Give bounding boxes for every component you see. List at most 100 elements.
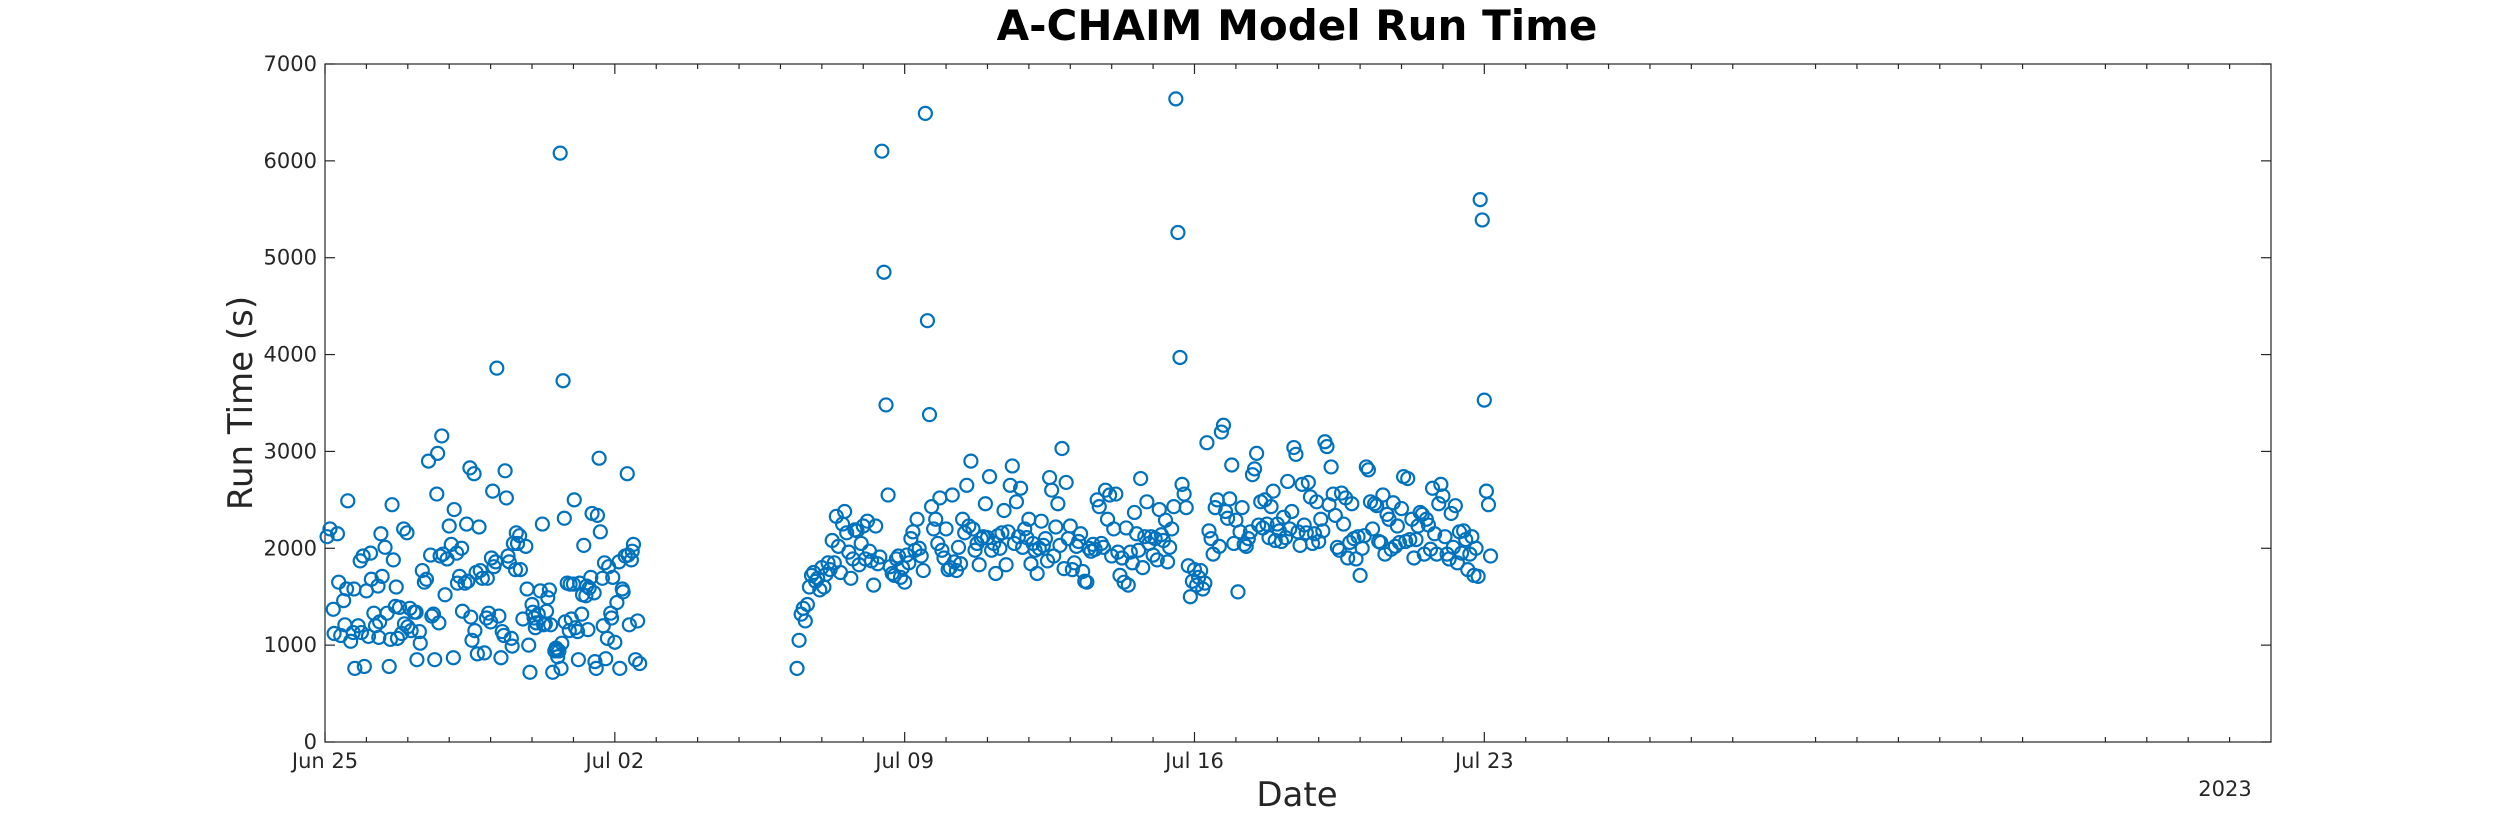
data-point [1429,546,1445,562]
data-point [374,568,390,584]
data-point [913,548,929,564]
data-point [1170,224,1186,241]
data-point [411,623,428,640]
data-point [512,561,529,578]
data-point [576,537,592,553]
data-point [965,521,981,537]
data-point [1199,435,1215,451]
data-point [1400,470,1416,487]
data-point [1468,540,1484,556]
y-tick-label: 7000 [264,52,317,76]
data-point [791,632,807,648]
data-point [489,360,505,376]
data-point [1340,550,1356,566]
data-point [1126,504,1143,521]
data-point [521,637,537,653]
data-point [586,585,602,601]
data-point [1178,500,1194,516]
data-points [319,91,1499,680]
data-point [1358,459,1374,475]
data-point [427,652,443,668]
data-point [578,588,594,604]
data-point [1354,540,1370,556]
data-point [1095,539,1112,555]
data-point [599,630,615,646]
data-point [463,609,479,625]
data-point [485,483,501,499]
data-point [580,622,596,638]
data-point [992,540,1008,556]
data-point [921,407,938,423]
data-point [1052,537,1068,553]
data-point [338,581,355,597]
data-point [886,567,902,584]
data-point [1168,91,1184,107]
data-point [988,565,1004,582]
data-point [569,623,586,640]
data-point [431,615,447,631]
data-point [619,466,635,482]
data-point [946,554,962,570]
data-point [1197,575,1213,591]
data-point [1435,488,1451,504]
data-point [432,548,448,564]
data-point [1335,516,1352,532]
data-point [1099,511,1116,527]
data-point [1230,584,1246,600]
data-point [963,453,979,469]
data-point [1004,458,1020,474]
data-point [1220,510,1236,526]
data-point [464,632,480,648]
data-point [1203,530,1219,547]
data-point [630,613,646,629]
data-point [859,513,875,529]
data-point [1174,476,1190,492]
data-point [469,646,485,662]
data-point [1277,530,1294,546]
data-point [1044,482,1060,498]
data-point [518,538,534,554]
data-point [971,557,987,573]
data-point [1344,496,1360,512]
data-point [592,524,608,540]
data-point [1323,459,1339,475]
y-tick-label: 5000 [264,246,317,270]
data-point [500,548,516,564]
data-point [1393,500,1410,517]
data-point [1304,535,1321,552]
data-point [1037,530,1054,547]
data-point [799,596,815,613]
data-point [355,548,371,564]
data-point [574,606,590,622]
x-axis-label: Date [1256,775,1337,815]
data-point [340,493,356,509]
data-point [928,511,944,527]
data-point [1108,486,1124,502]
data-point [373,526,389,542]
y-tick-label: 6000 [264,149,317,173]
data-point [554,635,570,651]
data-point [430,445,446,461]
data-point [878,397,894,413]
data-point [1064,561,1080,578]
data-point [1284,503,1300,520]
data-point [409,652,425,668]
data-point [479,570,495,586]
data-point [347,660,363,676]
data-point [449,575,466,591]
data-point [356,658,372,675]
data-point [541,582,558,598]
data-point [615,584,631,600]
data-point [508,525,524,541]
data-point [1391,534,1408,551]
data-point [1058,474,1074,491]
data-point [612,660,628,676]
data-point [919,313,936,329]
data-point [1091,499,1107,515]
y-tick-label: 0 [304,730,317,754]
y-tick-label: 2000 [264,536,317,560]
data-point [984,542,1000,558]
data-point [1054,440,1070,457]
data-point [899,547,915,563]
